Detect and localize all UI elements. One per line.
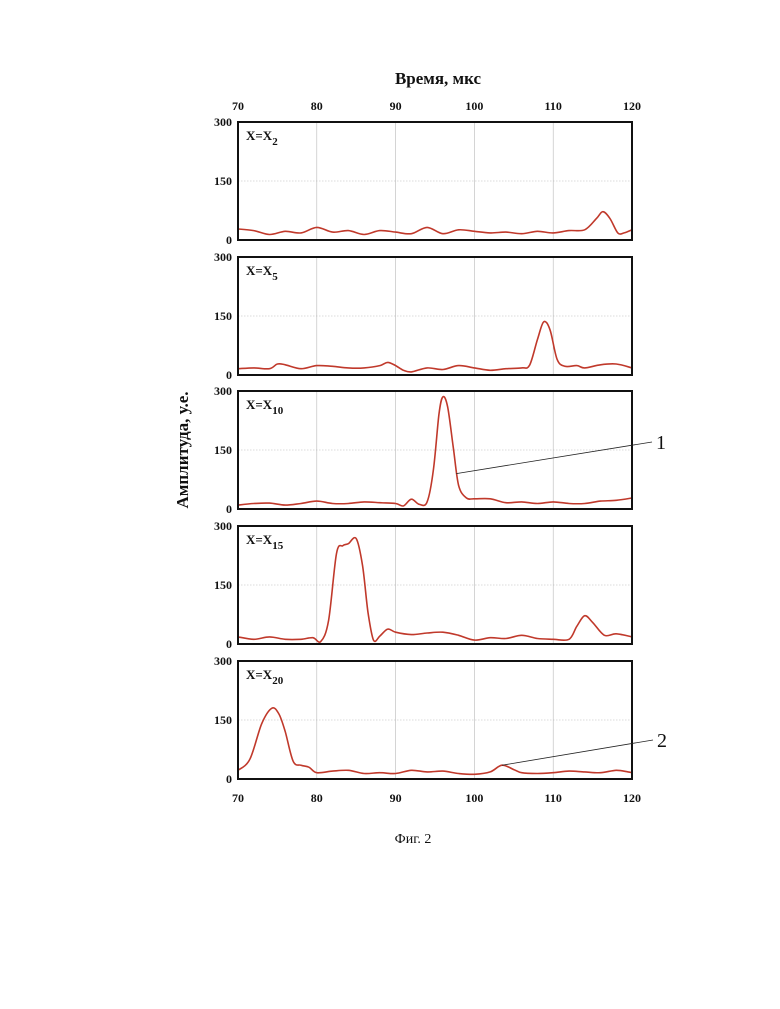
panel-label: X=X15 [246,532,284,552]
panel-label-main: X=X [246,667,273,682]
panel-label-main: X=X [246,263,273,278]
panel-label: X=X20 [246,667,284,687]
y-axis-label: Амплитуда, у.е. [173,392,192,509]
top-x-tick-label: 100 [465,99,483,113]
panel-label: X=X2 [246,128,278,148]
y-tick-label: 300 [214,654,232,668]
bottom-x-tick-label: 80 [311,791,323,805]
panel-frame [238,257,632,375]
y-tick-label: 300 [214,384,232,398]
bottom-x-tick-label: 100 [465,791,483,805]
bottom-x-tick-label: 90 [390,791,402,805]
panel-label-main: X=X [246,532,273,547]
annotation-label: 2 [657,730,667,752]
top-x-tick-labels: 70 80 90 100 110 120 [232,99,641,113]
y-tick-label: 150 [214,713,232,727]
panel-label-subscript: 10 [272,405,284,417]
panel-label-subscript: 20 [272,675,284,687]
panel-frame [238,526,632,644]
y-tick-label: 300 [214,250,232,264]
chart-title: Время, мкс [395,69,482,88]
top-x-tick-label: 110 [545,99,562,113]
y-tick-label: 150 [214,309,232,323]
bottom-x-tick-label: 110 [545,791,562,805]
panel-4: 0 150 300 X=X15 [214,519,632,651]
panel-label-main: X=X [246,397,273,412]
annotation-label: 1 [656,432,666,454]
panel-frame [238,122,632,240]
panel-label-subscript: 15 [272,540,284,552]
panel-label: X=X10 [246,397,284,417]
bottom-x-tick-label: 70 [232,791,244,805]
panel-frame [238,661,632,779]
y-tick-label: 0 [226,502,232,516]
panel-1: 0 150 300 X=X2 [214,115,632,247]
bottom-x-tick-labels: 70 80 90 100 110 120 [232,791,641,805]
top-x-tick-label: 120 [623,99,641,113]
panel-3: 0 150 300 X=X10 [214,384,632,516]
bottom-x-tick-label: 120 [623,791,641,805]
panel-5: 0 150 300 X=X20 [214,654,632,786]
series-line [238,321,632,371]
panel-label-main: X=X [246,128,273,143]
annotation-leader-line [456,442,652,474]
y-tick-label: 300 [214,115,232,129]
panel-2: 0 150 300 X=X5 [214,250,632,382]
y-tick-label: 150 [214,578,232,592]
y-tick-label: 0 [226,772,232,786]
top-x-tick-label: 70 [232,99,244,113]
y-tick-label: 0 [226,637,232,651]
panels-group: 0150300X=X20150300X=X50150300X=X10015030… [214,115,632,786]
series-line [238,538,632,643]
panel-label-subscript: 2 [272,136,278,148]
y-tick-label: 300 [214,519,232,533]
panel-label-subscript: 5 [272,271,278,283]
top-x-tick-label: 90 [390,99,402,113]
y-tick-label: 0 [226,233,232,247]
top-x-tick-label: 80 [311,99,323,113]
series-line [238,212,632,235]
figure-caption: Фиг. 2 [395,832,432,847]
series-line [238,397,632,506]
annotation-leader-line [502,740,653,765]
panel-label: X=X5 [246,263,278,283]
series-line [238,708,632,775]
annotations-group: 12 [456,432,667,765]
y-tick-label: 0 [226,368,232,382]
y-tick-label: 150 [214,174,232,188]
y-tick-label: 150 [214,443,232,457]
